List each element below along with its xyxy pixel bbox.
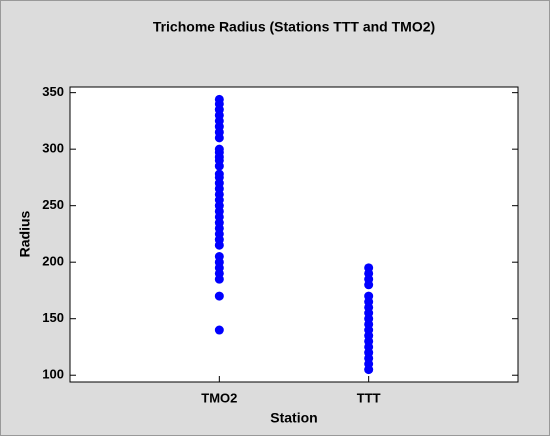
point [214,161,224,171]
plot-area [69,86,519,383]
y-axis-label: Radius [17,210,33,257]
x-tick-label: TTT [357,390,381,405]
y-tick-label: 250 [42,197,64,212]
x-tick-label: TMO2 [201,390,237,405]
point [364,365,374,375]
y-tick-label: 200 [42,254,64,269]
y-tick-label: 150 [42,310,64,325]
point [214,240,224,250]
point [214,325,224,335]
y-tick-label: 350 [42,84,64,99]
y-tick-label: 300 [42,141,64,156]
x-axis-label: Station [270,410,317,426]
y-tick-label: 100 [42,367,64,382]
chart-title: Trichome Radius (Stations TTT and TMO2) [153,19,435,35]
point [214,133,224,143]
point [364,280,374,290]
point [214,274,224,284]
point [214,291,224,301]
